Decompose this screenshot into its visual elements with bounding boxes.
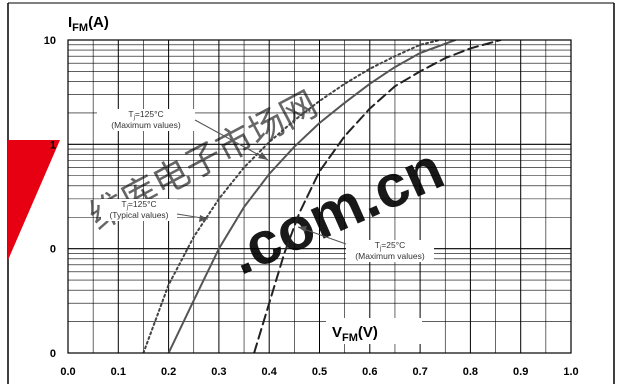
series-line-solid xyxy=(167,40,457,353)
annotation-subtitle: (Maximum values) xyxy=(355,251,425,261)
annotation-title: Tj=25°C xyxy=(375,240,406,252)
x-tick-labels: 0.0 0.1 0.2 0.3 0.4 0.5 0.6 0.7 0.8 0.9 1.0 xyxy=(60,366,578,378)
x-tick-label: 0.7 xyxy=(412,366,427,378)
annotation-background xyxy=(97,109,195,131)
watermark-red-shape xyxy=(8,140,60,260)
series-layer xyxy=(142,40,502,353)
annotation-subtitle: (Typical values) xyxy=(109,210,168,220)
x-tick-label: 0.6 xyxy=(362,366,377,378)
annotation-title: Tj=125°C xyxy=(128,109,163,121)
annotation-arrowhead xyxy=(298,226,307,232)
series-line-dotted xyxy=(142,40,442,353)
x-tick-label: 0.9 xyxy=(513,366,528,378)
x-axis-label-background xyxy=(326,318,422,344)
x-tick-label: 1.0 xyxy=(563,366,578,378)
annotation-tj125-typ: Tj=125°C (Typical values) xyxy=(101,199,209,222)
y-tick-label: 0 xyxy=(50,348,56,360)
annotation-background xyxy=(101,199,177,221)
annotation-title: Tj=125°C xyxy=(121,199,156,211)
annotation-tj125-max: Tj=125°C (Maximum values) xyxy=(97,109,269,161)
annotation-tj25-max: Tj=25°C (Maximum values) xyxy=(297,226,434,262)
y-axis-label: IFM(A) xyxy=(68,14,109,34)
y-tick-label: 0 xyxy=(50,244,56,256)
annotation-leader xyxy=(297,226,347,245)
annotation-leader xyxy=(194,119,269,161)
x-tick-label: 0.8 xyxy=(463,366,478,378)
annotation-arrowhead xyxy=(258,152,268,160)
annotation-background xyxy=(346,240,434,262)
annotation-arrowhead xyxy=(199,215,208,222)
annotation-subtitle: (Maximum values) xyxy=(111,120,181,130)
x-axis-label: VFM(V) xyxy=(332,324,378,344)
y-tick-label: 10 xyxy=(44,35,56,47)
x-tick-label: 0.1 xyxy=(111,366,126,378)
y-tick-label: 1 xyxy=(50,139,56,151)
x-tick-label: 0.5 xyxy=(312,366,327,378)
x-tick-label: 0.0 xyxy=(60,366,75,378)
x-tick-label: 0.2 xyxy=(161,366,176,378)
series-line-dashed xyxy=(253,40,502,353)
grid xyxy=(68,40,571,353)
plot-border xyxy=(67,39,572,354)
x-tick-label: 0.3 xyxy=(211,366,226,378)
x-tick-label: 0.4 xyxy=(262,366,278,378)
